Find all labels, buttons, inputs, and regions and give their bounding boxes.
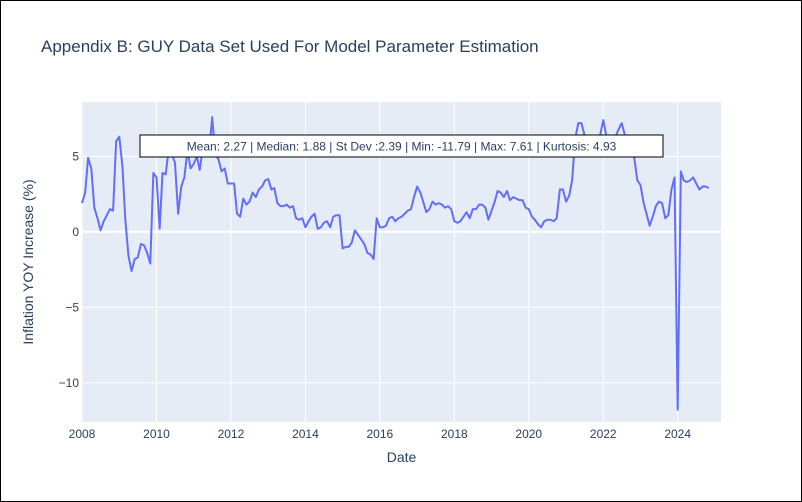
stats-annotation: Mean: 2.27 | Median: 1.88 | St Dev :2.39… [139,134,664,158]
x-tick-label: 2008 [69,427,96,441]
inflation-series-line [81,116,710,411]
x-tick-label: 2024 [664,427,691,441]
x-tick-label: 2020 [515,427,542,441]
series-layer [81,116,710,411]
x-tick-label: 2016 [366,427,393,441]
x-tick-label: 2014 [292,427,319,441]
chart-title: Appendix B: GUY Data Set Used For Model … [41,37,539,56]
stats-annotation-box [139,134,664,158]
y-axis-title: Inflation YOY Increase (%) [20,179,36,344]
y-tick-label: 5 [72,149,79,163]
y-tick-label: −5 [65,300,79,314]
x-tick-label: 2022 [590,427,617,441]
y-tick-label: 0 [72,225,79,239]
x-tick-label: 2012 [218,427,245,441]
x-axis-title: Date [387,449,417,465]
x-tick-label: 2018 [441,427,468,441]
x-tick-label: 2010 [143,427,170,441]
y-axis-ticks: 5 0 −5 −10 [59,149,80,389]
y-tick-label: −10 [59,376,80,390]
stats-annotation-text: Mean: 2.27 | Median: 1.88 | St Dev :2.39… [187,140,617,154]
x-axis-ticks: 2008 2010 2012 2014 2016 2018 2020 2022 2024 [69,427,692,441]
